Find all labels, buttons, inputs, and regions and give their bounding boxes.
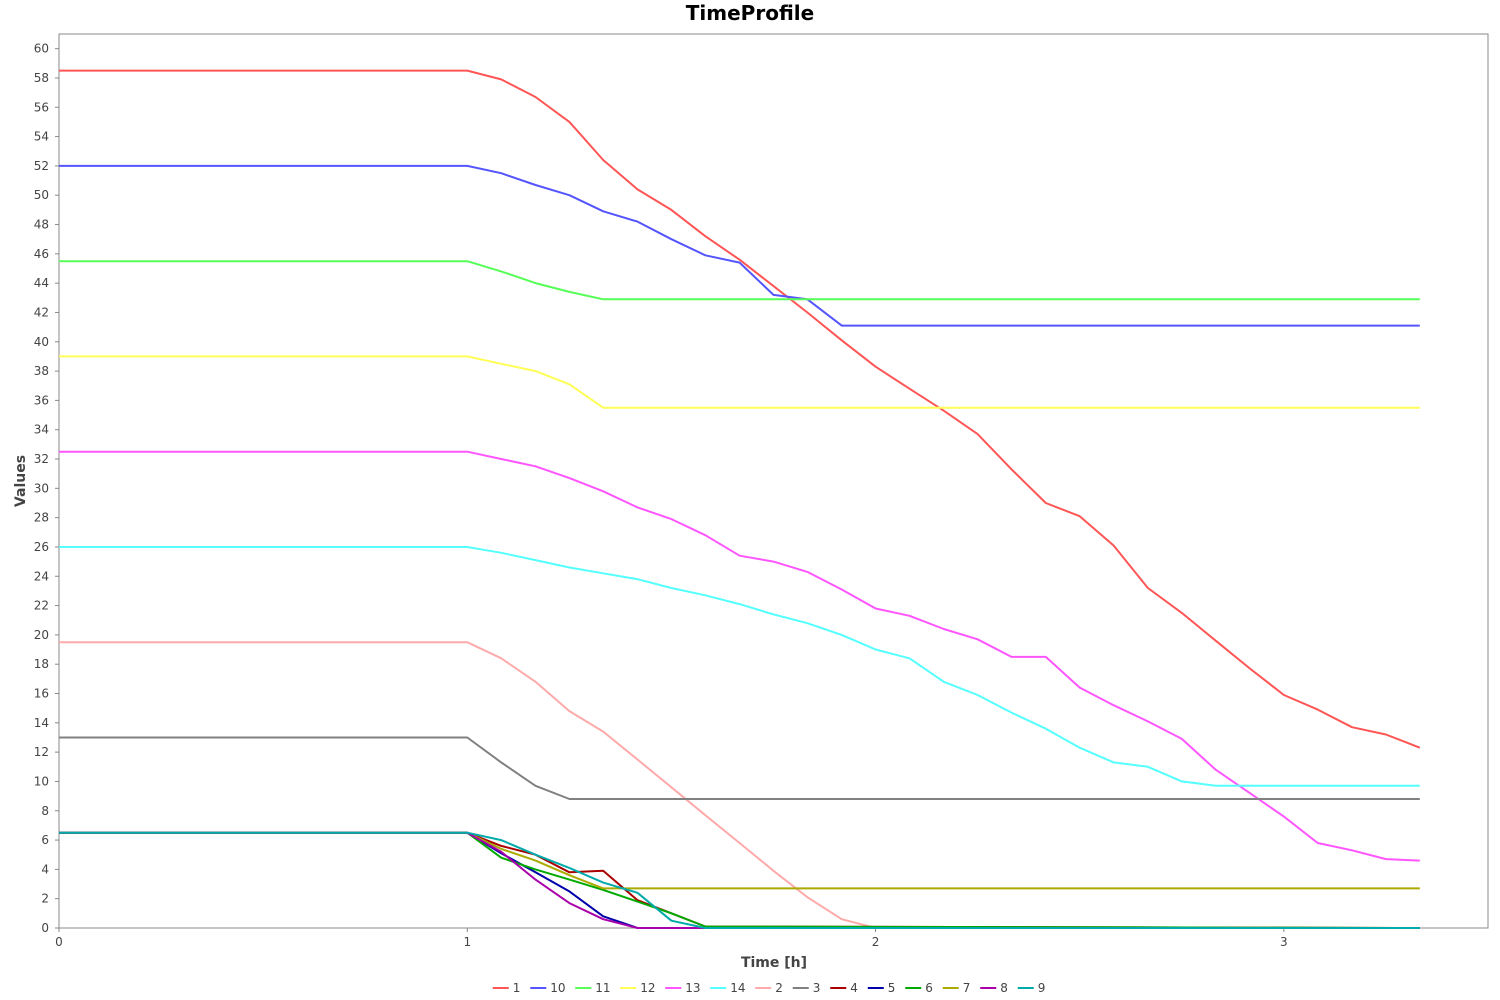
legend-label: 12 <box>640 981 655 995</box>
x-tick-label: 3 <box>1280 935 1288 949</box>
legend-item: 9 <box>1017 981 1046 995</box>
chart-title: TimeProfile <box>686 1 814 25</box>
legend-item: 3 <box>792 981 821 995</box>
legend-label: 7 <box>963 981 971 995</box>
legend-item: 4 <box>830 981 858 995</box>
legend-label: 10 <box>550 981 565 995</box>
y-tick-label: 42 <box>34 305 49 319</box>
legend-item: 14 <box>710 981 746 995</box>
legend-item: 7 <box>942 981 971 995</box>
x-tick-label: 2 <box>872 935 880 949</box>
y-tick-label: 38 <box>34 364 49 378</box>
y-tick-label: 44 <box>34 276 49 290</box>
y-tick-label: 0 <box>41 921 49 935</box>
y-tick-label: 28 <box>34 511 49 525</box>
y-tick-label: 36 <box>34 393 49 407</box>
y-tick-label: 26 <box>34 540 49 554</box>
y-axis-label: Values <box>13 455 29 507</box>
x-tick-label: 0 <box>55 935 63 949</box>
y-tick-label: 34 <box>34 423 49 437</box>
legend-item: 1 <box>492 981 521 995</box>
legend-item: 6 <box>905 981 933 995</box>
legend-label: 9 <box>1038 981 1046 995</box>
series-line-13 <box>59 450 1420 862</box>
y-tick-label: 56 <box>34 100 49 114</box>
legend-item: 2 <box>755 981 783 995</box>
series-line-3 <box>59 736 1420 800</box>
y-tick-label: 22 <box>34 599 49 613</box>
series-line-12 <box>59 355 1420 409</box>
y-tick-label: 58 <box>34 71 49 85</box>
legend-label: 2 <box>775 981 783 995</box>
legend-item: 11 <box>575 981 611 995</box>
legend-item: 13 <box>665 981 701 995</box>
x-axis-label: Time [h] <box>741 955 807 971</box>
y-tick-label: 60 <box>34 42 49 56</box>
y-tick-label: 10 <box>34 774 49 788</box>
y-tick-label: 32 <box>34 452 49 466</box>
x-tick-label: 1 <box>463 935 471 949</box>
legend-label: 3 <box>813 981 821 995</box>
y-tick-label: 46 <box>34 247 49 261</box>
y-tick-label: 4 <box>41 862 49 876</box>
legend-item: 8 <box>980 981 1008 995</box>
legend-label: 8 <box>1000 981 1008 995</box>
legend-label: 13 <box>685 981 700 995</box>
series-line-6 <box>59 831 1420 929</box>
y-tick-label: 40 <box>34 335 49 349</box>
y-tick-label: 14 <box>34 716 49 730</box>
legend-label: 14 <box>730 981 745 995</box>
x-axis: 0 1 2 3 <box>55 928 1288 949</box>
y-tick-label: 12 <box>34 745 49 759</box>
y-tick-label: 20 <box>34 628 49 642</box>
legend-label: 11 <box>595 981 610 995</box>
y-tick-label: 16 <box>34 687 49 701</box>
y-tick-label: 48 <box>34 218 49 232</box>
y-axis: 0246810121416182022242628303234363840424… <box>34 42 59 935</box>
legend-item: 10 <box>530 981 566 995</box>
legend-label: 5 <box>888 981 896 995</box>
y-tick-label: 30 <box>34 481 49 495</box>
plot-area <box>58 33 1489 929</box>
y-tick-label: 8 <box>41 804 49 818</box>
series-line-11 <box>59 260 1420 301</box>
legend-label: 4 <box>850 981 858 995</box>
legend: 1 10 11 12 13 14 2 3 4 5 6 7 8 9 <box>492 981 1046 995</box>
legend-item: 5 <box>867 981 896 995</box>
legend-item: 12 <box>620 981 656 995</box>
y-tick-label: 54 <box>34 130 49 144</box>
series-line-8 <box>59 831 1420 929</box>
y-tick-label: 52 <box>34 159 49 173</box>
y-tick-label: 18 <box>34 657 49 671</box>
series-line-1 <box>59 69 1421 749</box>
series-lines <box>59 69 1421 929</box>
y-tick-label: 2 <box>41 892 49 906</box>
y-tick-label: 24 <box>34 569 49 583</box>
series-line-14 <box>59 546 1420 787</box>
y-tick-label: 50 <box>34 188 49 202</box>
y-tick-label: 6 <box>41 833 49 847</box>
legend-label: 6 <box>925 981 933 995</box>
legend-label: 1 <box>513 981 521 995</box>
series-line-2 <box>59 641 1420 929</box>
series-line-9 <box>59 831 1420 929</box>
